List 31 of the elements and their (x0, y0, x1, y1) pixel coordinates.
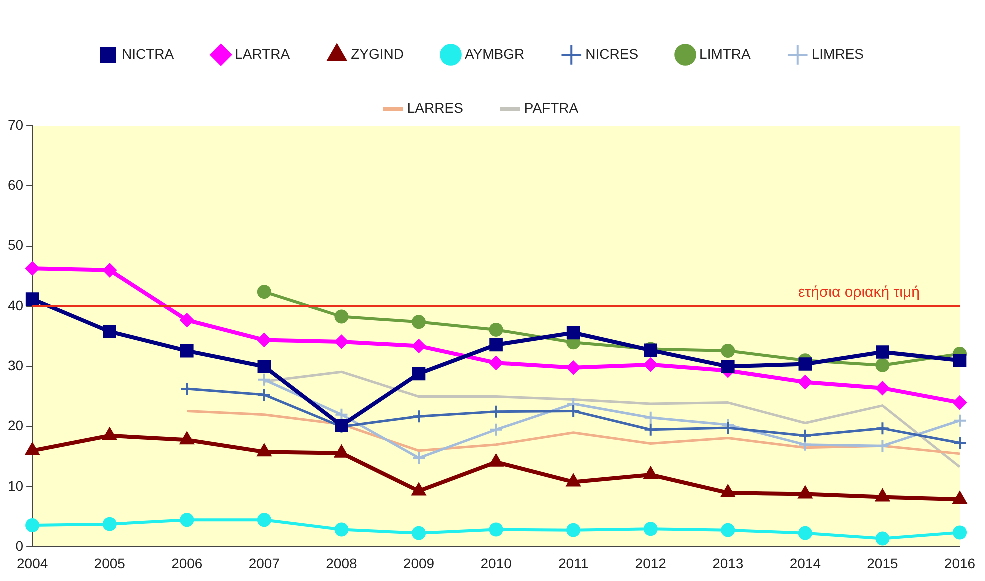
legend-label: ZYGIND (351, 46, 404, 62)
y-tick-label: 10 (8, 478, 24, 494)
x-tick-label: 2013 (712, 555, 744, 572)
x-tick-label: 2012 (635, 555, 667, 572)
y-tick-label: 30 (8, 358, 24, 374)
y-tick-label: 0 (16, 538, 24, 554)
x-tick-label: 2009 (403, 555, 435, 572)
x-tick-label: 2006 (172, 555, 203, 572)
legend-label: PAFTRA (524, 100, 580, 116)
y-tick-label: 70 (8, 116, 24, 133)
legend-label: LIMRES (812, 46, 864, 62)
legend-label: NICTRA (122, 46, 175, 62)
legend-label: NICRES (586, 46, 639, 62)
x-tick-label: 2016 (944, 555, 976, 572)
x-tick-label: 2010 (480, 555, 512, 572)
legend-label: AYMBGR (464, 46, 525, 62)
legend-label: LARTRA (235, 46, 291, 62)
x-tick-label: 2015 (867, 555, 898, 572)
y-tick-label: 60 (8, 177, 24, 194)
x-tick-label: 2004 (16, 555, 48, 572)
y-tick-label: 40 (8, 297, 24, 314)
legend-label: LIMTRA (700, 46, 752, 62)
y-tick-label: 20 (8, 418, 24, 434)
ref-line-label: ετήσια οριακή τιμή (798, 284, 920, 302)
x-tick-label: 2007 (248, 555, 280, 572)
y-tick-label: 50 (8, 237, 24, 254)
x-tick-label: 2005 (94, 555, 126, 572)
legend-label: LARRES (407, 100, 464, 116)
x-tick-label: 2014 (790, 555, 822, 572)
x-tick-label: 2008 (326, 555, 358, 572)
x-tick-label: 2011 (558, 555, 589, 572)
